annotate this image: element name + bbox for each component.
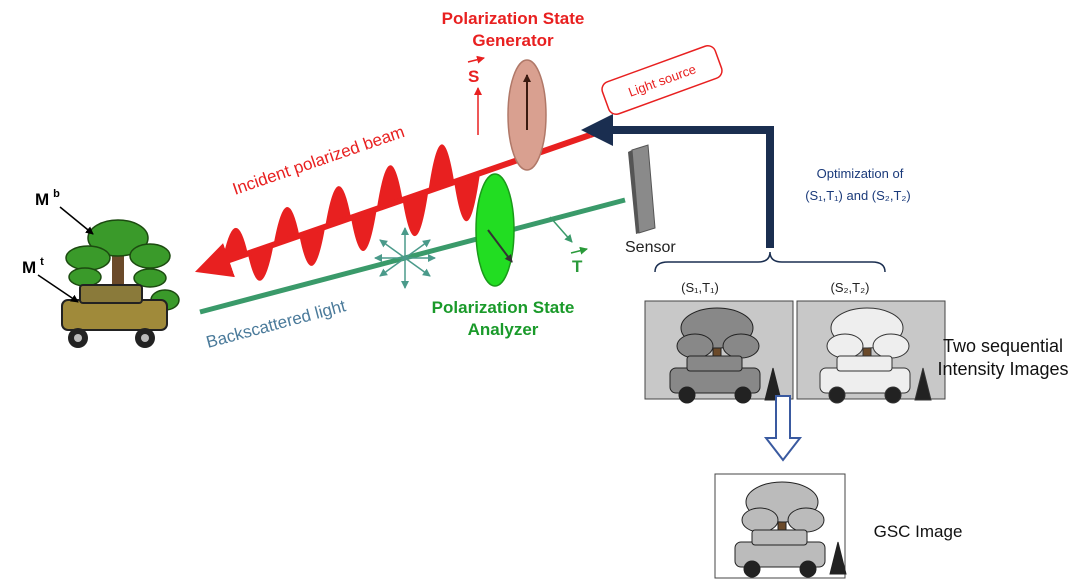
intensity-image xyxy=(644,300,794,404)
image-label: (S₁,T₁) xyxy=(681,280,719,295)
vector-sign xyxy=(467,55,485,64)
light-source: Light source xyxy=(601,45,723,115)
brace xyxy=(654,251,886,273)
s-label: S xyxy=(468,67,479,86)
intensity-image xyxy=(796,300,946,404)
down-arrow xyxy=(763,395,803,462)
gsc-label: GSC Image xyxy=(874,522,963,541)
sensor-edge xyxy=(628,150,639,234)
incident-label: Incident polarized beam xyxy=(230,122,407,199)
t-label: T xyxy=(572,257,583,276)
generator-title: Polarization State Generator xyxy=(442,9,585,50)
gsc-image xyxy=(714,473,847,579)
backscattered-beam xyxy=(199,197,626,315)
sensor-label: Sensor xyxy=(625,239,676,256)
optimization-label: Optimization of (S₁,T₁) and (S₂,T₂) xyxy=(805,166,911,203)
pointer xyxy=(59,206,94,235)
feedback-arrow xyxy=(581,114,774,248)
sequential-label: Two sequential Intensity Images xyxy=(937,336,1068,379)
analyzer-title: Polarization State Analyzer xyxy=(432,298,575,339)
target-scene xyxy=(61,219,180,348)
sensor xyxy=(631,144,656,234)
t-vector xyxy=(549,216,573,243)
image-label: (S₂,T₂) xyxy=(831,280,870,295)
incident-wave xyxy=(222,144,480,281)
analyzer-axis xyxy=(487,229,513,263)
scatter-star xyxy=(374,227,436,289)
analyzer-plate xyxy=(475,173,515,287)
pointer xyxy=(37,274,79,303)
vector-sign xyxy=(570,246,588,255)
